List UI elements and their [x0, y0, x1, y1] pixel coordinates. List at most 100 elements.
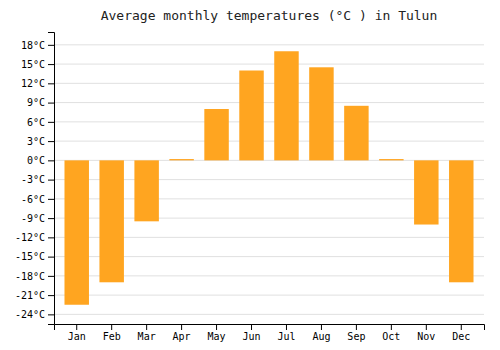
y-tick: -21°C [15, 290, 54, 301]
x-tick-mark [146, 324, 147, 330]
bar [204, 109, 228, 160]
bar [274, 51, 298, 160]
y-tick-mark [48, 180, 54, 181]
grid [54, 45, 484, 315]
x-tick-label: Nov [417, 331, 435, 342]
y-tick-mark [48, 276, 54, 277]
y-tick-label: 12°C [21, 78, 45, 89]
bar [169, 159, 193, 160]
bar [449, 160, 473, 282]
y-tick-label: -24°C [15, 309, 45, 320]
y-tick-label: -15°C [15, 251, 45, 262]
y-tick: 9°C [27, 97, 54, 108]
y-tick-mark [48, 141, 54, 142]
y-tick-label: 6°C [27, 117, 45, 128]
y-tick-label: -18°C [15, 271, 45, 282]
x-tick-label: Jun [242, 331, 260, 342]
y-tick: -9°C [21, 213, 54, 224]
x-tick-mark [216, 324, 217, 330]
y-tick: -24°C [15, 309, 54, 320]
bar [379, 159, 403, 160]
x-tick: Sep [347, 324, 365, 342]
x-tick-label: Aug [312, 331, 330, 342]
grid-line [54, 64, 484, 65]
x-tick: Mar [138, 324, 156, 342]
y-tick-mark [48, 45, 54, 46]
x-tick-mark [356, 324, 357, 330]
bars [64, 51, 473, 304]
y-tick: -6°C [21, 194, 54, 205]
x-tick-mark [426, 324, 427, 330]
chart-container: -24°C -21°C -18°C -15°C -12°C -9°C -6°C -3°C 0°C… [0, 0, 500, 350]
y-tick-mark [48, 64, 54, 65]
y-tick: -3°C [21, 174, 54, 185]
y-tick-label: -12°C [15, 232, 45, 243]
y-tick: 3°C [27, 136, 54, 147]
grid-line [54, 44, 484, 45]
grid-line [54, 83, 484, 84]
title: Average monthly temperatures (°C ) in Tu… [101, 8, 438, 23]
y-tick-label: -9°C [21, 213, 45, 224]
y-tick: 18°C [21, 40, 54, 51]
grid-line [54, 141, 484, 142]
x-tick-mark [76, 324, 77, 330]
y-tick-mark [48, 83, 54, 84]
bar [309, 67, 333, 160]
y-tick-mark [48, 218, 54, 219]
x-tick-label: Oct [382, 331, 400, 342]
grid-line [54, 295, 484, 296]
y-tick-mark [48, 160, 54, 161]
y-tick-mark [48, 199, 54, 200]
y-tick-mark [48, 257, 54, 258]
x-tick: Dec [452, 324, 470, 342]
y-tick-label: 18°C [21, 40, 45, 51]
x-tick-label: Dec [452, 331, 470, 342]
x-tick-label: Jul [277, 331, 295, 342]
x-tick-mark [181, 324, 182, 330]
bar [134, 160, 158, 221]
x-tick-label: Sep [347, 331, 365, 342]
x-tick: May [208, 324, 226, 342]
y-tick-label: 3°C [27, 136, 45, 147]
y-axis: -24°C -21°C -18°C -15°C -12°C -9°C -6°C -3°C 0°C… [15, 33, 55, 325]
x-tick: Jul [277, 324, 295, 342]
y-tick: 0°C [27, 155, 54, 166]
x-tick: Nov [417, 324, 435, 342]
x-tick-mark [321, 324, 322, 330]
grid-line [54, 121, 484, 122]
x-axis: JanFebMarAprMayJunJulAugSepOctNovDec [55, 324, 485, 342]
x-tick-label: Feb [103, 331, 121, 342]
y-tick-mark [48, 122, 54, 123]
x-tick-mark [461, 324, 462, 330]
x-tick-label: May [208, 331, 226, 342]
x-tick-label: Apr [173, 331, 191, 342]
bar [239, 71, 263, 161]
y-axis-line [48, 33, 55, 325]
y-tick-mark [48, 295, 54, 296]
chart-svg: -24°C -21°C -18°C -15°C -12°C -9°C -6°C -3°C 0°C… [0, 0, 500, 350]
y-tick-label: 15°C [21, 59, 45, 70]
x-tick-mark [251, 324, 252, 330]
grid-line [54, 102, 484, 103]
y-tick: 15°C [21, 59, 54, 70]
y-tick-mark [48, 237, 54, 238]
y-tick-mark [48, 314, 54, 315]
y-tick-label: -6°C [21, 194, 45, 205]
y-tick-label: 0°C [27, 155, 45, 166]
x-tick: Oct [382, 324, 400, 342]
x-tick-mark [111, 324, 112, 330]
x-tick: Apr [173, 324, 191, 342]
y-tick-mark [48, 103, 54, 104]
x-tick: Aug [312, 324, 330, 342]
y-tick-label: -21°C [15, 290, 45, 301]
x-axis-line [55, 325, 485, 331]
x-tick: Feb [103, 324, 121, 342]
x-tick-mark [391, 324, 392, 330]
y-tick: -18°C [15, 271, 54, 282]
y-tick: 12°C [21, 78, 54, 89]
x-tick: Jun [242, 324, 260, 342]
x-tick-label: Mar [138, 331, 156, 342]
bar [344, 106, 368, 161]
bar [64, 160, 88, 304]
y-tick-label: 9°C [27, 97, 45, 108]
